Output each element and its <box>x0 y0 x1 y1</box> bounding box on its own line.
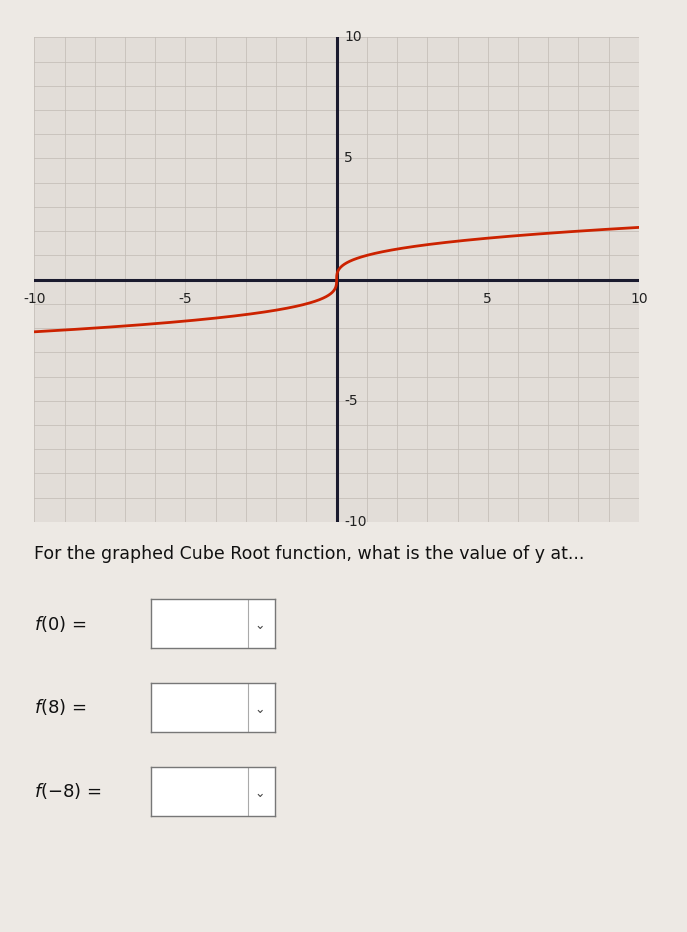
Text: ⌄: ⌄ <box>255 704 265 717</box>
Text: -10: -10 <box>23 292 45 306</box>
Text: 10: 10 <box>344 30 362 45</box>
Text: For the graphed Cube Root function, what is the value of y at...: For the graphed Cube Root function, what… <box>34 545 585 563</box>
Text: -5: -5 <box>344 393 358 408</box>
Text: $f$(8) =: $f$(8) = <box>34 697 87 718</box>
Text: 5: 5 <box>344 151 353 166</box>
Text: ⌄: ⌄ <box>255 620 265 633</box>
Text: -10: -10 <box>344 514 367 529</box>
Text: ⌄: ⌄ <box>255 788 265 801</box>
Text: 5: 5 <box>484 292 492 306</box>
Text: -5: -5 <box>179 292 192 306</box>
Text: $f$(−8) =: $f$(−8) = <box>34 781 102 802</box>
Text: 10: 10 <box>630 292 648 306</box>
Text: $f$(0) =: $f$(0) = <box>34 613 87 634</box>
